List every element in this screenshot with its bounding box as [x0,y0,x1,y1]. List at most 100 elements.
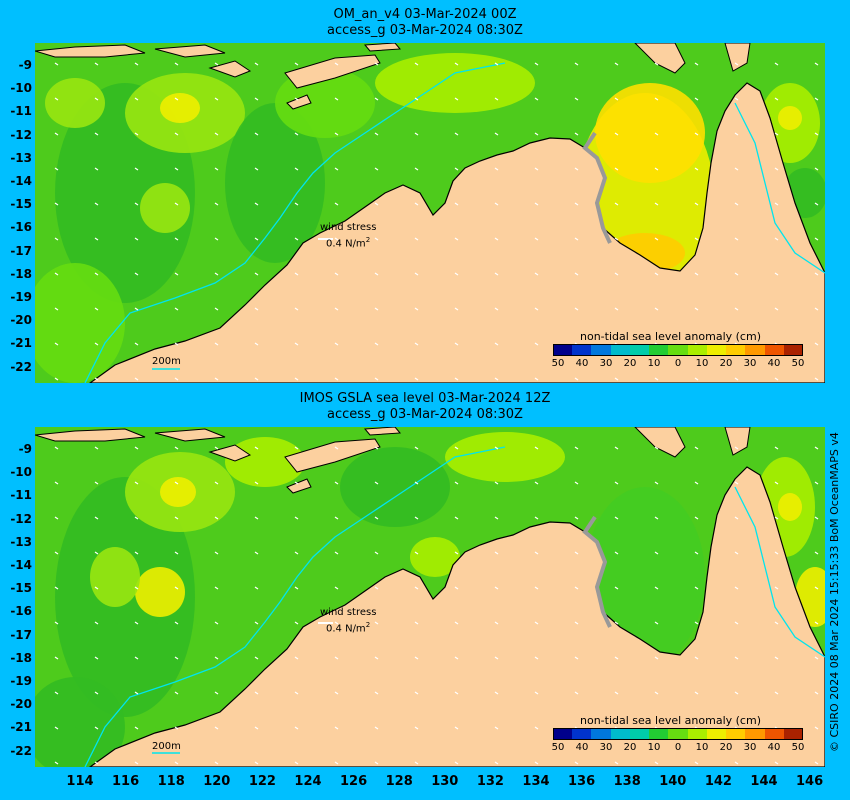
wind-vector [334,656,339,660]
shallow-fringe [582,131,612,244]
wind-stress-label-bottom: wind stress [320,607,377,618]
wind-vector [54,446,59,450]
wind-vector [134,446,139,450]
wind-vector [734,377,739,381]
wind-vector [54,97,59,101]
wind-vector [454,726,459,730]
wind-vector [174,237,179,241]
wind-vector [614,202,619,206]
wind-vector [294,377,299,381]
wind-vector [614,516,619,520]
wind-vector [534,586,539,590]
wind-vector [214,516,219,520]
lat-tick-label: -12 [10,511,32,526]
wind-vector [534,377,539,381]
wind-vector [94,132,99,136]
isobath-label-bottom: 200m [152,741,181,752]
wind-vector [134,551,139,555]
wind-vector [334,132,339,136]
wind-vector [414,726,419,730]
wind-vector [574,691,579,695]
wind-vector [654,62,659,66]
colorbar-title-bottom: non-tidal sea level anomaly (cm) [580,714,761,727]
wind-vector [654,481,659,485]
wind-vector [294,342,299,346]
wind-vector [454,342,459,346]
wind-vector [254,132,259,136]
wind-vector [54,342,59,346]
wind-vector [334,761,339,765]
wind-vector [814,691,819,695]
wind-vector [574,97,579,101]
wind-vector [254,97,259,101]
wind-vector [574,656,579,660]
wind-vector [574,272,579,276]
island [286,478,312,494]
wind-vector [134,237,139,241]
colorbar-segment [610,728,631,740]
wind-vector [134,377,139,381]
wind-vector [494,307,499,311]
wind-vector [414,621,419,625]
wind-vector [94,446,99,450]
wind-vector [654,272,659,276]
isobath-label-top: 200m [152,356,181,367]
wind-vector [214,272,219,276]
wind-vector [694,202,699,206]
colorbar-tick-label: 50 [551,742,565,753]
lat-tick-label: -16 [10,604,32,619]
wind-vector [774,97,779,101]
lat-tick-label: -13 [10,534,32,549]
wind-vector [574,62,579,66]
wind-vector [134,621,139,625]
colorbar-segment [572,728,592,740]
wind-vector [334,586,339,590]
lon-tick-label: 120 [203,774,231,789]
wind-vector [734,516,739,520]
wind-vector [774,551,779,555]
wind-vector [374,621,379,625]
wind-vector [134,726,139,730]
wind-vector [694,481,699,485]
wind-vector [334,237,339,241]
colorbar-tick-label: 50 [551,358,565,369]
wind-vector [694,237,699,241]
lat-tick-label: -10 [10,81,32,96]
colorbar-segment [649,344,669,356]
wind-vector [94,656,99,660]
wind-vector [374,237,379,241]
lat-tick-label: -21 [10,720,32,735]
lat-tick-label: -9 [18,58,32,72]
wind-vector [254,656,259,660]
panel1-title-line1: OM_an_v4 03-Mar-2024 00Z [333,7,517,22]
wind-vector [94,621,99,625]
wind-vector [214,656,219,660]
wind-vector [654,202,659,206]
wind-vector [134,202,139,206]
wind-vector [734,621,739,625]
wind-vector [174,516,179,520]
colorbar-segment [553,344,573,356]
wind-vector [294,761,299,765]
wind-vector [494,656,499,660]
wind-vector [294,62,299,66]
colorbar-border [553,344,803,356]
colorbar-segment [591,344,612,356]
wind-vector [134,481,139,485]
wind-vector [334,62,339,66]
colorbar-segment [764,344,785,356]
colorbar-segment [687,344,708,356]
lat-tick-label: -11 [10,104,32,119]
lat-tick-label: -13 [10,150,32,165]
wind-vector [174,761,179,765]
wind-vector [614,97,619,101]
wind-vector [294,202,299,206]
wind-vector [574,202,579,206]
wind-vector [454,656,459,660]
wind-vector [414,446,419,450]
lat-tick-label: -12 [10,127,32,142]
lon-tick-label: 128 [385,774,413,789]
wind-vector [574,586,579,590]
wind-vector [734,272,739,276]
wind-vector [334,691,339,695]
